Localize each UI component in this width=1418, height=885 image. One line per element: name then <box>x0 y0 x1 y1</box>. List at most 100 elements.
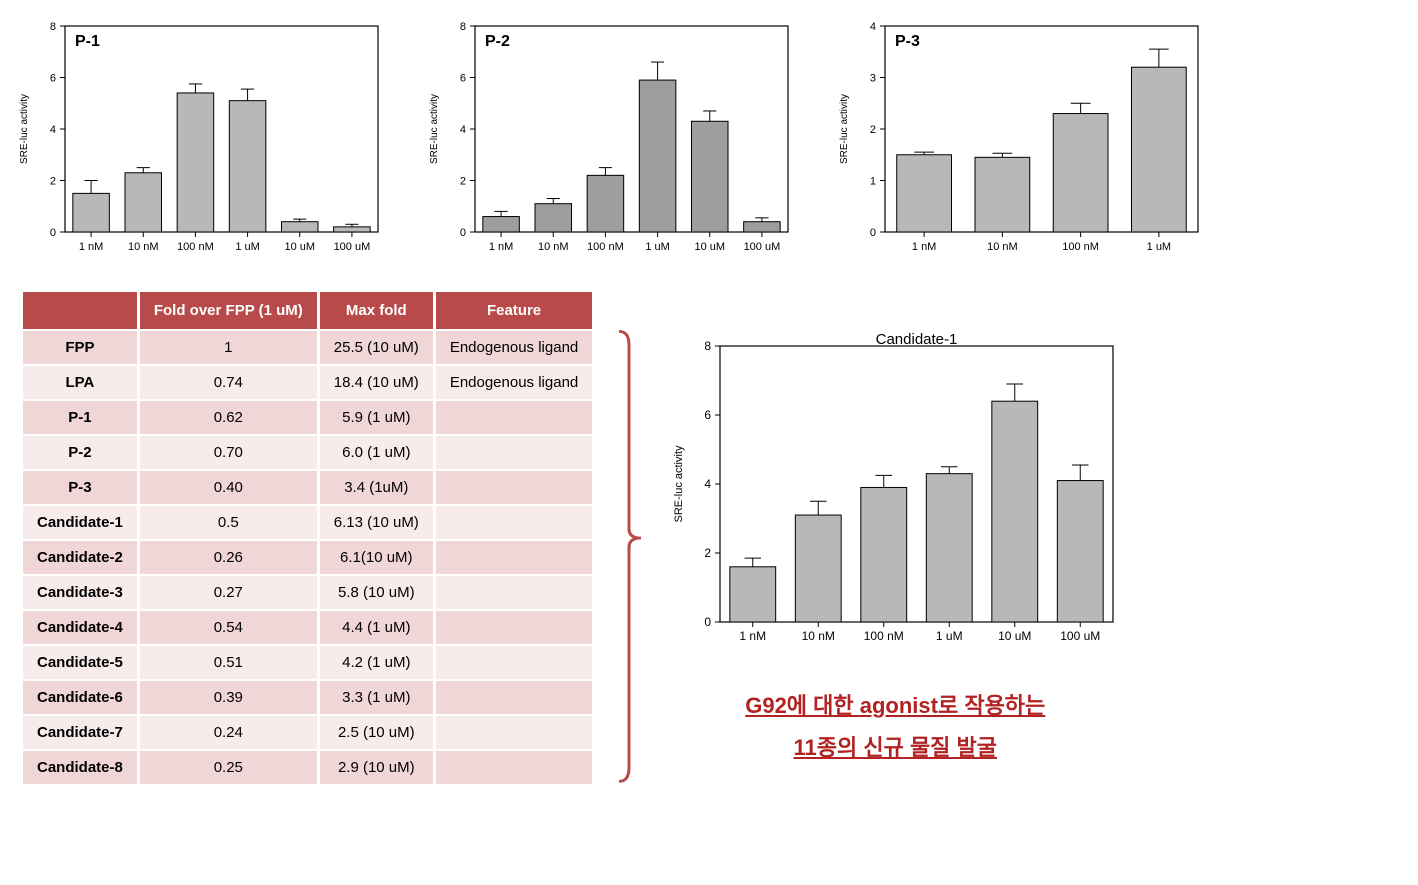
chart-p3: 01234SRE-luc activity1 nM10 nM100 nM1 uM… <box>830 10 1210 270</box>
cell-name: P-3 <box>23 471 137 504</box>
cell-max: 3.4 (1uM) <box>320 471 433 504</box>
svg-text:2: 2 <box>705 546 712 560</box>
right-side: 02468SRE-luc activity1 nM10 nM100 nM1 uM… <box>665 330 1125 769</box>
svg-text:2: 2 <box>870 124 876 136</box>
col-max: Max fold <box>320 292 433 329</box>
svg-text:P-1: P-1 <box>75 33 100 50</box>
table-row: LPA0.7418.4 (10 uM)Endogenous ligand <box>23 366 592 399</box>
cell-feature <box>436 681 592 714</box>
col-feature: Feature <box>436 292 592 329</box>
cell-fold: 1 <box>140 331 317 364</box>
cell-feature <box>436 716 592 749</box>
table-row: P-20.706.0 (1 uM) <box>23 436 592 469</box>
cell-fold: 0.62 <box>140 401 317 434</box>
svg-text:SRE-luc activity: SRE-luc activity <box>429 94 440 164</box>
svg-text:8: 8 <box>50 21 56 33</box>
svg-text:1 nM: 1 nM <box>740 629 767 643</box>
caption-line2: 11종의 신규 물질 발굴 <box>745 727 1045 769</box>
cell-max: 5.8 (10 uM) <box>320 576 433 609</box>
svg-text:1 nM: 1 nM <box>912 241 936 253</box>
table-row: Candidate-80.252.9 (10 uM) <box>23 751 592 784</box>
svg-text:Candidate-1: Candidate-1 <box>876 331 958 348</box>
svg-text:4: 4 <box>705 477 712 491</box>
table-row: Candidate-40.544.4 (1 uM) <box>23 611 592 644</box>
table-row: P-10.625.9 (1 uM) <box>23 401 592 434</box>
svg-text:10 nM: 10 nM <box>128 241 159 253</box>
cell-feature: Endogenous ligand <box>436 366 592 399</box>
table-row: FPP125.5 (10 uM)Endogenous ligand <box>23 331 592 364</box>
svg-text:0: 0 <box>460 227 466 239</box>
cell-fold: 0.26 <box>140 541 317 574</box>
top-charts-row: 0 2 4 6 8 SRE-luc activity 1 nM 10 nM 100 nM 1 uM… <box>10 10 1408 270</box>
cell-max: 18.4 (10 uM) <box>320 366 433 399</box>
cell-name: FPP <box>23 331 137 364</box>
svg-text:10 nM: 10 nM <box>538 241 569 253</box>
cell-name: Candidate-1 <box>23 506 137 539</box>
cell-fold: 0.27 <box>140 576 317 609</box>
svg-text:4: 4 <box>460 124 466 136</box>
cell-feature <box>436 646 592 679</box>
cell-max: 5.9 (1 uM) <box>320 401 433 434</box>
cell-fold: 0.39 <box>140 681 317 714</box>
svg-text:10 uM: 10 uM <box>694 241 725 253</box>
cell-max: 2.5 (10 uM) <box>320 716 433 749</box>
cell-max: 4.2 (1 uM) <box>320 646 433 679</box>
cell-name: Candidate-6 <box>23 681 137 714</box>
svg-text:0: 0 <box>50 227 56 239</box>
cell-feature <box>436 506 592 539</box>
cell-feature <box>436 541 592 574</box>
svg-text:10 uM: 10 uM <box>284 241 315 253</box>
cell-feature <box>436 401 592 434</box>
cell-max: 25.5 (10 uM) <box>320 331 433 364</box>
cell-fold: 0.5 <box>140 506 317 539</box>
svg-text:8: 8 <box>460 21 466 33</box>
svg-text:6: 6 <box>460 73 466 85</box>
data-table: Fold over FPP (1 uM) Max fold Feature FP… <box>20 290 595 786</box>
cell-fold: 0.24 <box>140 716 317 749</box>
cell-feature <box>436 436 592 469</box>
cell-name: Candidate-5 <box>23 646 137 679</box>
svg-text:SRE-luc activity: SRE-luc activity <box>673 445 685 523</box>
table-row: Candidate-60.393.3 (1 uM) <box>23 681 592 714</box>
svg-text:4: 4 <box>870 21 876 33</box>
svg-text:SRE-luc activity: SRE-luc activity <box>19 94 30 164</box>
table-row: Candidate-10.56.13 (10 uM) <box>23 506 592 539</box>
cell-feature: Endogenous ligand <box>436 331 592 364</box>
svg-text:100 nM: 100 nM <box>1062 241 1099 253</box>
cell-name: Candidate-4 <box>23 611 137 644</box>
cell-max: 2.9 (10 uM) <box>320 751 433 784</box>
cell-feature <box>436 576 592 609</box>
svg-text:6: 6 <box>50 73 56 85</box>
table-row: Candidate-30.275.8 (10 uM) <box>23 576 592 609</box>
cell-fold: 0.40 <box>140 471 317 504</box>
data-table-wrap: Fold over FPP (1 uM) Max fold Feature FP… <box>20 290 595 786</box>
svg-text:4: 4 <box>50 124 56 136</box>
svg-text:P-3: P-3 <box>895 33 920 50</box>
svg-text:3: 3 <box>870 73 876 85</box>
cell-fold: 0.51 <box>140 646 317 679</box>
svg-text:8: 8 <box>705 339 712 353</box>
svg-text:6: 6 <box>705 408 712 422</box>
cell-name: Candidate-3 <box>23 576 137 609</box>
svg-text:0: 0 <box>705 615 712 629</box>
cell-name: Candidate-2 <box>23 541 137 574</box>
cell-name: Candidate-7 <box>23 716 137 749</box>
svg-text:100 uM: 100 uM <box>1061 629 1101 643</box>
table-row: Candidate-20.266.1(10 uM) <box>23 541 592 574</box>
svg-text:1: 1 <box>870 176 876 188</box>
svg-text:1 nM: 1 nM <box>489 241 513 253</box>
chart-p1: 02468SRE-luc activity1 nM10 nM100 nM1 uM… <box>10 10 390 270</box>
cell-max: 6.1(10 uM) <box>320 541 433 574</box>
svg-text:1 uM: 1 uM <box>235 241 259 253</box>
cell-name: LPA <box>23 366 137 399</box>
cell-name: Candidate-8 <box>23 751 137 784</box>
col-blank <box>23 292 137 329</box>
svg-text:10 uM: 10 uM <box>998 629 1031 643</box>
svg-text:10 nM: 10 nM <box>802 629 835 643</box>
lower-row: Fold over FPP (1 uM) Max fold Feature FP… <box>10 290 1408 786</box>
bracket <box>615 290 645 786</box>
table-body: FPP125.5 (10 uM)Endogenous ligandLPA0.74… <box>23 331 592 784</box>
cell-max: 6.13 (10 uM) <box>320 506 433 539</box>
cell-name: P-2 <box>23 436 137 469</box>
cell-max: 3.3 (1 uM) <box>320 681 433 714</box>
